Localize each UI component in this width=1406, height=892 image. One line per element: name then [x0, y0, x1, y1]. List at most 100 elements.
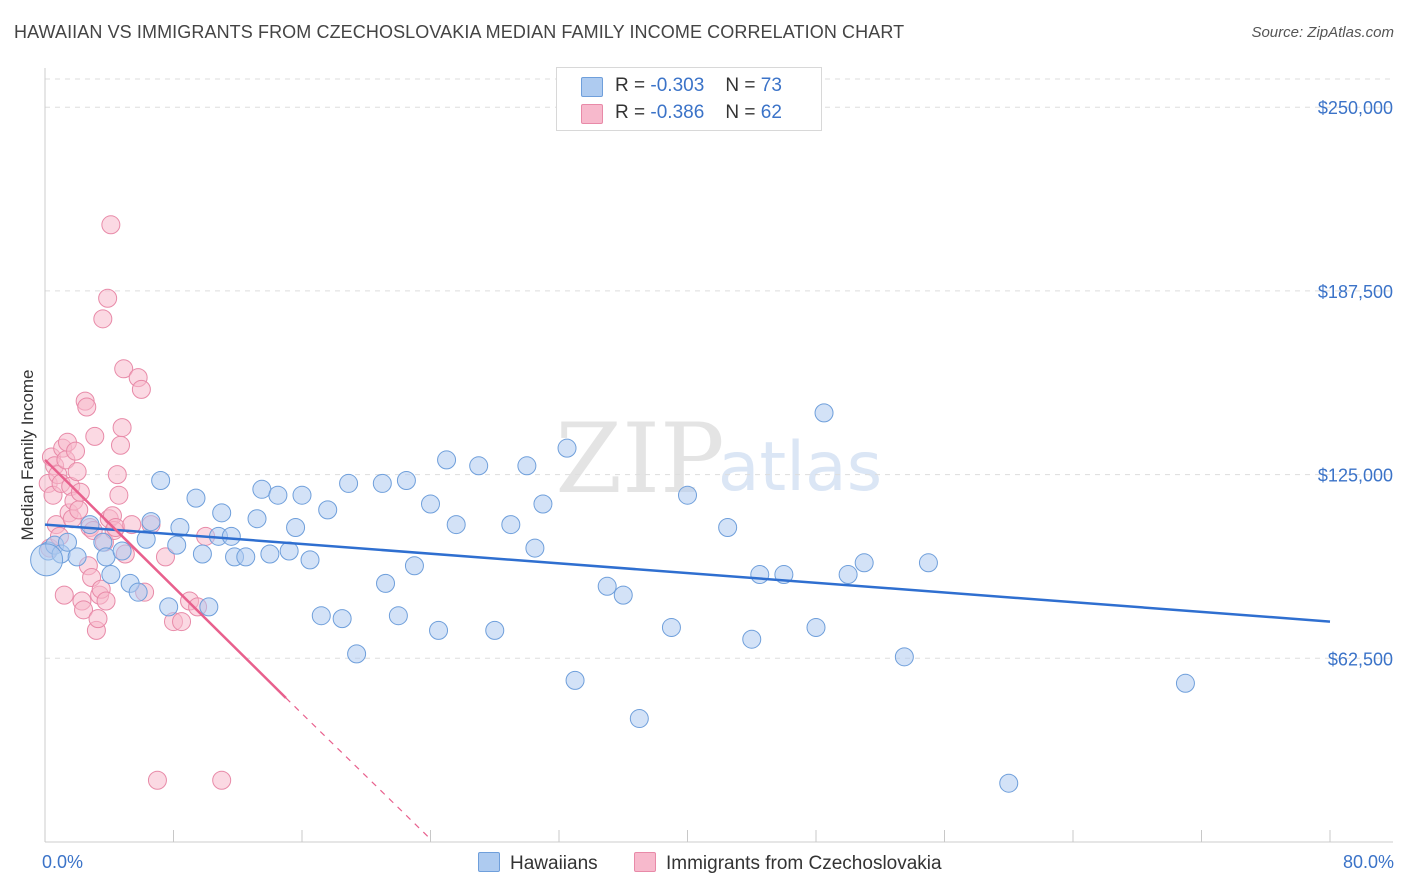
n-value-czechoslovakia: 62 [760, 102, 782, 123]
czechoslovakia-point-51[interactable] [131, 379, 151, 399]
hawaiians-point-19[interactable] [192, 544, 212, 564]
hawaiians-point-67[interactable] [838, 565, 858, 585]
hawaiians-point-5[interactable] [80, 515, 100, 535]
czechoslovakia-point-57[interactable] [172, 612, 192, 632]
hawaiians-point-28[interactable] [260, 544, 280, 564]
hawaiians-point-33[interactable] [300, 550, 320, 570]
hawaiians-point-25[interactable] [236, 547, 256, 567]
hawaiians-point-17[interactable] [170, 518, 190, 538]
hawaiians-point-41[interactable] [388, 606, 408, 626]
hawaiians-point-8[interactable] [101, 565, 121, 585]
legend-swatch-hawaiians [478, 852, 500, 872]
hawaiians-point-26[interactable] [247, 509, 267, 529]
czechoslovakia-point-19[interactable] [69, 500, 89, 520]
hawaiians-point-32[interactable] [292, 485, 312, 505]
hawaiians-point-56[interactable] [597, 576, 617, 596]
hawaiians-point-9[interactable] [112, 541, 132, 561]
czechoslovakia-point-24[interactable] [77, 397, 97, 417]
hawaiians-point-16[interactable] [167, 535, 187, 555]
hawaiians-point-49[interactable] [485, 620, 505, 640]
hawaiians-point-38[interactable] [347, 644, 367, 664]
czechoslovakia-point-54[interactable] [147, 770, 167, 790]
hawaiians-point-55[interactable] [565, 670, 585, 690]
hawaiians-point-57[interactable] [613, 585, 633, 605]
hawaiians-point-63[interactable] [750, 565, 770, 585]
czechoslovakia-point-31[interactable] [88, 609, 108, 629]
czechoslovakia-point-17[interactable] [66, 441, 86, 461]
czechoslovakia-point-37[interactable] [98, 288, 118, 308]
hawaiians-point-70[interactable] [918, 553, 938, 573]
hawaiians-point-58[interactable] [629, 709, 649, 729]
hawaiians-point-36[interactable] [332, 609, 352, 629]
hawaiians-point-54[interactable] [557, 438, 577, 458]
hawaiians-point-13[interactable] [141, 512, 161, 532]
hawaiians-point-35[interactable] [318, 500, 338, 520]
hawaiians-point-53[interactable] [533, 494, 553, 514]
czechoslovakia-point-22[interactable] [74, 600, 94, 620]
czechoslovakia-point-20[interactable] [70, 482, 90, 502]
czechoslovakia-point-44[interactable] [109, 485, 129, 505]
r-label: R = [615, 102, 646, 123]
hawaiians-point-23[interactable] [221, 526, 241, 546]
hawaiians-point-52[interactable] [525, 538, 545, 558]
hawaiians-point-31[interactable] [286, 518, 306, 538]
hawaiians-point-18[interactable] [186, 488, 206, 508]
hawaiians-point-46[interactable] [437, 450, 457, 470]
hawaiians-point-68[interactable] [854, 553, 874, 573]
hawaiians-point-42[interactable] [396, 470, 416, 490]
hawaiians-point-71[interactable] [999, 773, 1019, 793]
hawaiians-point-50[interactable] [501, 515, 521, 535]
czechoslovakia-point-42[interactable] [106, 518, 126, 538]
hawaiians-point-22[interactable] [212, 503, 232, 523]
legend-item-czechoslovakia[interactable]: Immigrants from Czechoslovakia [634, 852, 942, 875]
hawaiians-point-65[interactable] [806, 617, 826, 637]
hawaiians-point-47[interactable] [446, 515, 466, 535]
hawaiians-point-39[interactable] [372, 473, 392, 493]
czechoslovakia-point-34[interactable] [93, 309, 113, 329]
czechoslovakia-point-47[interactable] [114, 359, 134, 379]
hawaiians-point-37[interactable] [339, 473, 359, 493]
hawaiians-point-61[interactable] [718, 518, 738, 538]
hawaiians-point-48[interactable] [469, 456, 489, 476]
czechoslovakia-point-45[interactable] [110, 435, 130, 455]
czechoslovakia-point-43[interactable] [107, 465, 127, 485]
hawaiians-point-66[interactable] [814, 403, 834, 423]
legend-swatch-blue [581, 77, 603, 97]
hawaiians-point-62[interactable] [742, 629, 762, 649]
hawaiians-point-15[interactable] [159, 597, 179, 617]
hawaiians-point-11[interactable] [128, 582, 148, 602]
czechoslovakia-point-49[interactable] [122, 515, 142, 535]
hawaiians-point-12[interactable] [136, 529, 156, 549]
hawaiians-point-27[interactable] [252, 479, 272, 499]
czechoslovakia-point-18[interactable] [67, 462, 87, 482]
legend-item-hawaiians[interactable]: Hawaiians [478, 852, 598, 875]
y-tick-labels: $62,500 $125,000 $187,500 $250,000 [1318, 98, 1393, 669]
hawaiians-point-large[interactable] [30, 543, 64, 577]
hawaiians-point-72[interactable] [1175, 673, 1195, 693]
hawaiians-point-4[interactable] [67, 547, 87, 567]
hawaiians-point-60[interactable] [678, 485, 697, 505]
hawaiians-point-45[interactable] [429, 620, 449, 640]
czechoslovakia-trendline [44, 459, 287, 699]
czechoslovakia-point-36[interactable] [96, 591, 116, 611]
hawaiians-point-44[interactable] [421, 494, 440, 514]
y-tick-label-1: $125,000 [1318, 466, 1393, 486]
hawaiians-point-51[interactable] [517, 456, 537, 476]
czechoslovakia-point-61[interactable] [212, 770, 232, 790]
czechoslovakia-point-46[interactable] [112, 418, 132, 438]
czechoslovakia-point-10[interactable] [54, 585, 74, 605]
hawaiians-point-69[interactable] [894, 647, 914, 667]
hawaiians-point-7[interactable] [96, 547, 116, 567]
hawaiians-point-43[interactable] [404, 556, 424, 576]
hawaiians-point-29[interactable] [268, 485, 288, 505]
hawaiians-point-34[interactable] [311, 606, 331, 626]
hawaiians-point-20[interactable] [199, 597, 219, 617]
czechoslovakia-point-55[interactable] [155, 547, 175, 567]
legend-row-hawaiians: R = -0.303 N = 73 [557, 74, 821, 100]
hawaiians-point-40[interactable] [376, 573, 396, 593]
czechoslovakia-point-39[interactable] [101, 215, 121, 235]
hawaiians-point-3[interactable] [57, 532, 77, 552]
hawaiians-point-59[interactable] [661, 617, 681, 637]
hawaiians-point-14[interactable] [151, 470, 171, 490]
czechoslovakia-point-29[interactable] [85, 426, 105, 446]
